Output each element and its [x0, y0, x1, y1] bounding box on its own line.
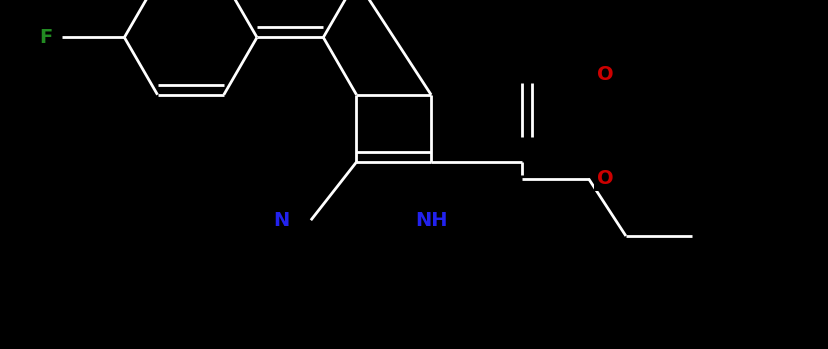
Text: NH: NH: [414, 211, 447, 230]
Text: O: O: [596, 169, 613, 188]
Text: F: F: [39, 28, 52, 47]
Text: O: O: [596, 65, 613, 84]
Text: N: N: [273, 211, 290, 230]
